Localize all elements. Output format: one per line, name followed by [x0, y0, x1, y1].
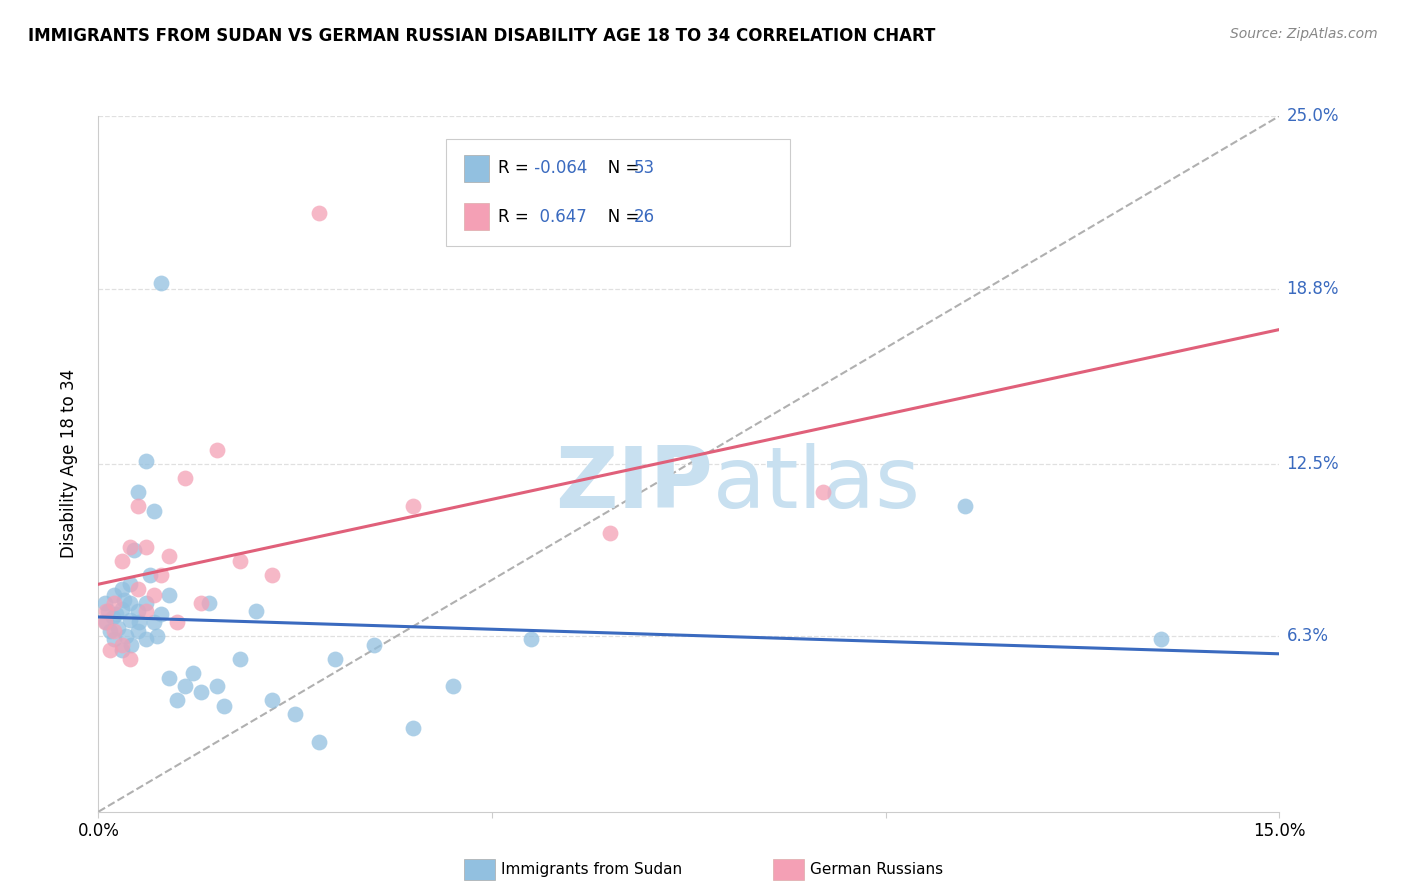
Point [103, 632, 125, 647]
Point [127, 484, 149, 499]
Point [441, 680, 464, 694]
Point [197, 596, 219, 610]
Point [229, 651, 252, 665]
Point [118, 613, 141, 627]
Point [128, 615, 150, 630]
Point [111, 638, 134, 652]
Text: N =: N = [592, 208, 644, 226]
Point [111, 554, 134, 568]
Point [174, 471, 197, 485]
Point [811, 484, 834, 499]
Point [174, 680, 197, 694]
Text: 26: 26 [634, 208, 655, 226]
Point [166, 693, 188, 707]
Text: R =: R = [498, 208, 534, 226]
Point [101, 610, 124, 624]
Text: 6.3%: 6.3% [1286, 627, 1329, 646]
Text: German Russians: German Russians [810, 863, 943, 877]
Y-axis label: Disability Age 18 to 34: Disability Age 18 to 34 [59, 369, 77, 558]
Point [103, 588, 125, 602]
Point [260, 693, 283, 707]
Point [599, 526, 621, 541]
Point [121, 638, 143, 652]
Text: 12.5%: 12.5% [1286, 455, 1339, 473]
Point [190, 596, 212, 610]
Text: ZIP: ZIP [555, 443, 713, 526]
Point [245, 604, 267, 618]
Point [1150, 632, 1173, 647]
Point [127, 582, 149, 596]
Point [229, 554, 252, 568]
Point [150, 568, 173, 582]
Point [142, 615, 165, 630]
Point [103, 596, 125, 610]
Point [103, 624, 125, 638]
Point [150, 607, 173, 621]
Point [127, 604, 149, 618]
Point [118, 651, 141, 665]
Text: 0.647: 0.647 [529, 208, 586, 226]
Point [127, 499, 149, 513]
Point [118, 576, 141, 591]
Point [157, 549, 180, 563]
Point [135, 596, 157, 610]
Point [135, 541, 157, 555]
Point [157, 671, 180, 685]
Point [142, 504, 165, 518]
Point [98, 643, 121, 657]
Point [93, 615, 115, 630]
Point [96, 604, 118, 618]
Point [363, 638, 385, 652]
Text: -0.064: -0.064 [529, 159, 588, 178]
Point [107, 621, 129, 635]
Text: 53: 53 [634, 159, 655, 178]
Point [214, 698, 236, 713]
Point [127, 624, 149, 638]
Point [111, 582, 134, 596]
Point [166, 615, 188, 630]
Point [323, 651, 346, 665]
Text: 25.0%: 25.0% [1286, 107, 1339, 125]
Point [190, 685, 212, 699]
Point [284, 707, 307, 722]
Point [142, 588, 165, 602]
Point [111, 643, 134, 657]
Point [111, 601, 134, 615]
Point [157, 588, 180, 602]
Point [150, 276, 173, 290]
Point [97, 604, 120, 618]
Point [205, 442, 228, 457]
Point [118, 596, 141, 610]
Text: R =: R = [498, 159, 534, 178]
Point [308, 206, 330, 220]
Point [260, 568, 283, 582]
Point [138, 568, 160, 582]
Text: N =: N = [592, 159, 644, 178]
Text: Source: ZipAtlas.com: Source: ZipAtlas.com [1230, 27, 1378, 41]
Point [135, 454, 157, 468]
Point [953, 499, 976, 513]
Point [96, 615, 118, 630]
Point [308, 735, 330, 749]
Point [122, 543, 145, 558]
Point [135, 632, 157, 647]
Point [135, 604, 157, 618]
Point [104, 607, 127, 621]
Point [402, 721, 425, 735]
Point [520, 632, 543, 647]
Point [93, 596, 115, 610]
Text: Immigrants from Sudan: Immigrants from Sudan [501, 863, 682, 877]
Point [181, 665, 204, 680]
Point [115, 629, 138, 643]
Text: 18.8%: 18.8% [1286, 279, 1339, 298]
Point [118, 541, 141, 555]
Point [112, 593, 135, 607]
Text: atlas: atlas [713, 443, 921, 526]
Point [98, 624, 121, 638]
Text: IMMIGRANTS FROM SUDAN VS GERMAN RUSSIAN DISABILITY AGE 18 TO 34 CORRELATION CHAR: IMMIGRANTS FROM SUDAN VS GERMAN RUSSIAN … [28, 27, 935, 45]
Point [205, 680, 228, 694]
Point [402, 499, 425, 513]
Point [146, 629, 169, 643]
